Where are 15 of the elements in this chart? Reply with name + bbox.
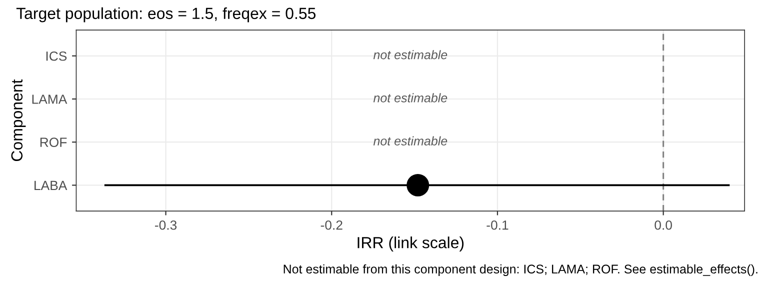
chart-title: Target population: eos = 1.5, freqex = 0.55 (16, 7, 316, 22)
x-tick-label: -0.2 (320, 220, 342, 230)
x-tick-label: -0.1 (486, 220, 508, 230)
text: Not estimable from this component design: ICS; LAMA; ROF. See estimable_effects(). (284, 264, 758, 276)
y-tick-label: ROF (40, 138, 67, 148)
annotation: not estimable (373, 136, 448, 146)
annotation: not estimable (373, 93, 448, 102)
y-tick-label: LABA (34, 180, 68, 190)
x-axis-title: IRR (link scale) (358, 236, 464, 252)
y-tick-label: LAMA (32, 94, 68, 104)
annotation: not estimable (373, 50, 448, 60)
x-tick-label: 0.0 (654, 220, 672, 230)
x-tick-label: -0.3 (155, 220, 177, 230)
y-axis-title: Component (11, 79, 26, 162)
y-tick-label: ICS (46, 51, 67, 61)
